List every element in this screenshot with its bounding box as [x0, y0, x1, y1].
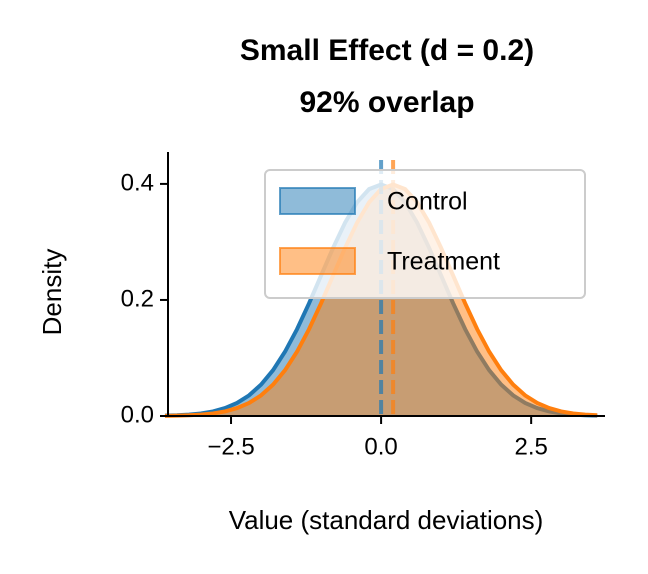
x-tick-label: −2.5	[207, 433, 254, 460]
legend: Control Treatment	[264, 169, 586, 299]
y-tick-label: 0.0	[121, 401, 154, 428]
x-tick-label: 0.0	[364, 433, 397, 460]
x-tick-label: 2.5	[514, 433, 547, 460]
chart-title: Small Effect (d = 0.2)	[240, 34, 534, 67]
y-tick-label: 0.2	[121, 285, 154, 312]
chart-subtitle: 92% overlap	[299, 86, 474, 119]
y-axis-label: Density	[37, 249, 67, 336]
legend-swatch	[279, 247, 356, 275]
legend-swatch	[279, 187, 356, 215]
y-tick-label: 0.4	[121, 169, 154, 196]
legend-label: Treatment	[387, 248, 500, 276]
legend-label: Control	[387, 188, 468, 216]
x-axis-label: Value (standard deviations)	[229, 505, 544, 535]
